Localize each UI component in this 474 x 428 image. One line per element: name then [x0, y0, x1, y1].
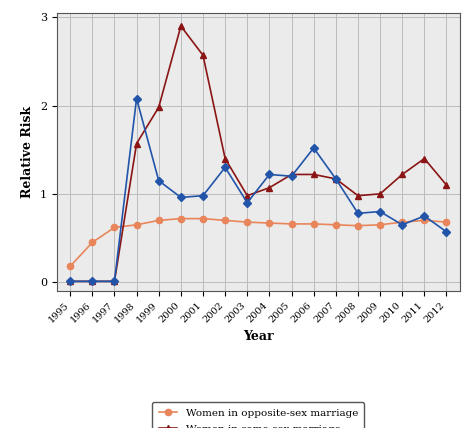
Men in same-sex marriage: [333, 176, 338, 181]
Women in same-sex marriage: [311, 172, 317, 177]
Men in same-sex marriage: [178, 195, 184, 200]
Men in same-sex marriage: [421, 214, 427, 219]
Women in same-sex marriage: [289, 172, 294, 177]
Women in opposite-sex marriage: [355, 223, 361, 228]
Women in opposite-sex marriage: [245, 220, 250, 225]
Women in same-sex marriage: [333, 176, 338, 181]
Women in same-sex marriage: [222, 156, 228, 161]
Women in same-sex marriage: [245, 193, 250, 198]
Y-axis label: Relative Risk: Relative Risk: [21, 106, 35, 198]
X-axis label: Year: Year: [243, 330, 273, 343]
Men in same-sex marriage: [444, 229, 449, 235]
Women in same-sex marriage: [355, 193, 361, 198]
Women in same-sex marriage: [156, 105, 162, 110]
Men in same-sex marriage: [111, 279, 117, 284]
Legend: Women in opposite-sex marriage, Women in same-sex marriage, Men in same-sex marr: Women in opposite-sex marriage, Women in…: [152, 402, 365, 428]
Men in same-sex marriage: [156, 178, 162, 183]
Men in same-sex marriage: [67, 279, 73, 284]
Women in same-sex marriage: [444, 182, 449, 187]
Women in opposite-sex marriage: [444, 220, 449, 225]
Line: Women in same-sex marriage: Women in same-sex marriage: [67, 23, 450, 285]
Women in opposite-sex marriage: [421, 218, 427, 223]
Women in opposite-sex marriage: [400, 220, 405, 225]
Women in same-sex marriage: [266, 185, 272, 190]
Women in same-sex marriage: [90, 279, 95, 284]
Men in same-sex marriage: [400, 222, 405, 227]
Line: Men in same-sex marriage: Men in same-sex marriage: [67, 95, 450, 285]
Women in opposite-sex marriage: [222, 218, 228, 223]
Men in same-sex marriage: [222, 165, 228, 170]
Women in same-sex marriage: [67, 279, 73, 284]
Line: Women in opposite-sex marriage: Women in opposite-sex marriage: [67, 215, 450, 270]
Women in opposite-sex marriage: [200, 216, 206, 221]
Women in opposite-sex marriage: [111, 225, 117, 230]
Men in same-sex marriage: [377, 209, 383, 214]
Men in same-sex marriage: [311, 146, 317, 151]
Women in opposite-sex marriage: [266, 220, 272, 226]
Women in opposite-sex marriage: [311, 221, 317, 226]
Women in same-sex marriage: [200, 53, 206, 58]
Women in same-sex marriage: [421, 156, 427, 161]
Women in opposite-sex marriage: [178, 216, 184, 221]
Women in same-sex marriage: [178, 24, 184, 29]
Women in same-sex marriage: [134, 141, 139, 146]
Women in same-sex marriage: [400, 172, 405, 177]
Women in opposite-sex marriage: [377, 222, 383, 227]
Women in opposite-sex marriage: [156, 218, 162, 223]
Women in opposite-sex marriage: [333, 222, 338, 227]
Women in opposite-sex marriage: [134, 222, 139, 227]
Men in same-sex marriage: [245, 200, 250, 205]
Men in same-sex marriage: [266, 172, 272, 177]
Women in opposite-sex marriage: [67, 264, 73, 269]
Women in same-sex marriage: [111, 279, 117, 284]
Women in opposite-sex marriage: [90, 240, 95, 245]
Women in same-sex marriage: [377, 191, 383, 196]
Men in same-sex marriage: [200, 193, 206, 198]
Men in same-sex marriage: [355, 211, 361, 216]
Men in same-sex marriage: [90, 279, 95, 284]
Men in same-sex marriage: [134, 96, 139, 101]
Men in same-sex marriage: [289, 174, 294, 179]
Women in opposite-sex marriage: [289, 221, 294, 226]
